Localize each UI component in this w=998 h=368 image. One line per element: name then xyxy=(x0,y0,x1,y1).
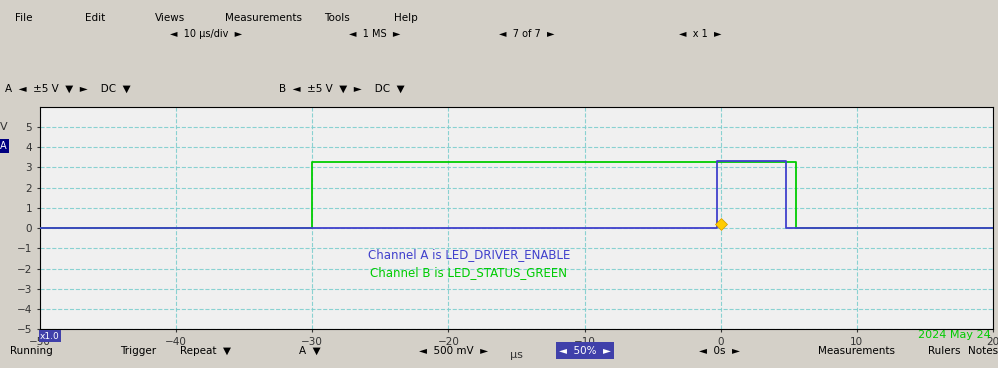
Text: ◄  0s  ►: ◄ 0s ► xyxy=(699,346,740,355)
Text: ◄  50%  ►: ◄ 50% ► xyxy=(559,346,611,355)
Text: Notes: Notes xyxy=(968,346,998,355)
Text: Measurements: Measurements xyxy=(225,13,301,23)
Text: A  ◄  ±5 V  ▼  ►    DC  ▼: A ◄ ±5 V ▼ ► DC ▼ xyxy=(5,84,131,94)
Text: Edit: Edit xyxy=(85,13,105,23)
Text: Running: Running xyxy=(10,346,53,355)
Text: File: File xyxy=(15,13,33,23)
Text: Measurements: Measurements xyxy=(818,346,895,355)
Text: Views: Views xyxy=(155,13,185,23)
Text: ◄  500 mV  ►: ◄ 500 mV ► xyxy=(419,346,488,355)
Text: Repeat  ▼: Repeat ▼ xyxy=(180,346,231,355)
Text: B  ◄  ±5 V  ▼  ►    DC  ▼: B ◄ ±5 V ▼ ► DC ▼ xyxy=(279,84,405,94)
Text: ◄  7 of 7  ►: ◄ 7 of 7 ► xyxy=(499,29,555,39)
Text: Tools: Tools xyxy=(324,13,350,23)
Text: A: A xyxy=(0,141,7,151)
Text: Channel A is LED_DRIVER_ENABLE: Channel A is LED_DRIVER_ENABLE xyxy=(367,248,570,261)
Text: Rulers: Rulers xyxy=(928,346,961,355)
Text: Help: Help xyxy=(394,13,418,23)
Text: V: V xyxy=(0,122,8,132)
X-axis label: µs: µs xyxy=(510,350,523,360)
Text: ◄  x 1  ►: ◄ x 1 ► xyxy=(679,29,722,39)
Text: 2024 May 24: 2024 May 24 xyxy=(918,330,991,340)
Text: A  ▼: A ▼ xyxy=(299,346,321,355)
Text: Trigger: Trigger xyxy=(120,346,156,355)
Text: ◄  10 µs/div  ►: ◄ 10 µs/div ► xyxy=(170,29,242,39)
Text: Channel B is LED_STATUS_GREEN: Channel B is LED_STATUS_GREEN xyxy=(370,266,567,279)
Text: ◄  1 MS  ►: ◄ 1 MS ► xyxy=(349,29,400,39)
Text: x1.0: x1.0 xyxy=(40,332,60,341)
